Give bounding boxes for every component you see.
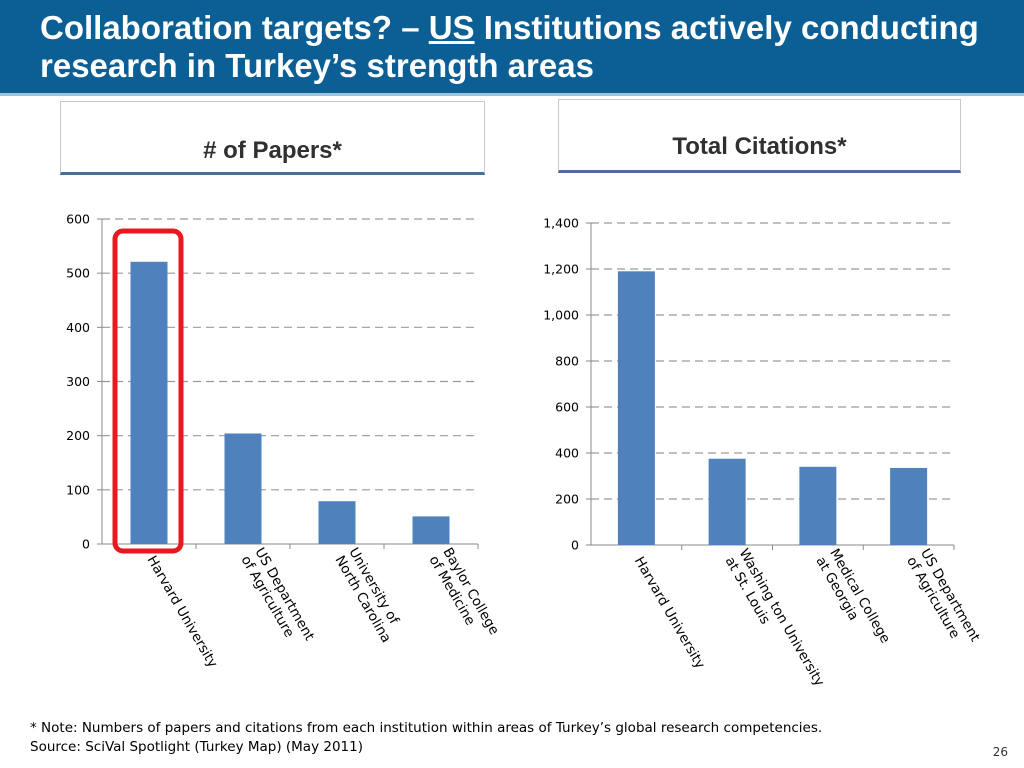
citations-ytick-label: 0	[571, 538, 579, 553]
papers-chart-title-box: # of Papers*	[60, 101, 485, 175]
title-us: US	[428, 9, 475, 46]
papers-chart-title: # of Papers*	[203, 137, 342, 164]
papers-ytick-label: 400	[66, 320, 90, 335]
papers-bar	[130, 261, 168, 544]
citations-bar	[799, 466, 837, 545]
citations-category-label: Harvard University	[631, 554, 708, 672]
papers-ytick-label: 200	[66, 428, 90, 443]
title-part2: Institutions actively conducting researc…	[40, 9, 979, 84]
papers-bar	[412, 516, 450, 544]
footnote-note: * Note: Numbers of papers and citations …	[30, 720, 823, 736]
citations-category-label: Medical Collegeat Georgia	[812, 546, 893, 654]
title-part1: Collaboration targets? –	[40, 9, 429, 46]
papers-category-label: US Departmentof Agriculture	[238, 545, 318, 651]
citations-ytick-label: 600	[555, 400, 579, 415]
citations-category-label: Washing ton Universityat St. Louis	[722, 546, 828, 697]
page-number: 26	[992, 745, 1008, 759]
papers-ytick-label: 500	[66, 266, 90, 281]
citations-ytick-label: 1,400	[543, 216, 579, 231]
papers-bar	[224, 433, 262, 544]
papers-category-label: University ofNorth Carolina	[332, 545, 409, 646]
citations-ytick-label: 1,200	[543, 262, 579, 277]
papers-ytick-label: 100	[66, 482, 90, 497]
papers-bar	[318, 501, 356, 544]
title-bar: Collaboration targets? – US Institutions…	[0, 0, 1024, 96]
papers-ytick-label: 600	[66, 212, 90, 227]
papers-category-label: Harvard University	[144, 553, 221, 671]
citations-category-label-line: Washing ton University	[736, 546, 828, 689]
citations-category-label-line: Harvard University	[631, 554, 708, 672]
citations-chart-title: Total Citations*	[672, 133, 847, 160]
citations-bar	[617, 271, 655, 545]
citations-bar	[708, 458, 746, 545]
papers-category-label: Baylor Collegeof Medicine	[426, 545, 503, 646]
papers-ytick-label: 300	[66, 374, 90, 389]
citations-ytick-label: 800	[555, 354, 579, 369]
citations-chart-title-box: Total Citations*	[558, 99, 961, 173]
papers-ytick-label: 0	[82, 537, 90, 552]
slide-title: Collaboration targets? – US Institutions…	[40, 9, 1010, 85]
citations-ytick-label: 400	[555, 446, 579, 461]
footnote: * Note: Numbers of papers and citations …	[30, 719, 822, 757]
citations-bar	[890, 467, 928, 545]
citations-category-label: US Departmentof Agriculture	[903, 546, 983, 652]
footnote-source: Source: SciVal Spotlight (Turkey Map) (M…	[30, 739, 363, 755]
citations-ytick-label: 1,000	[543, 308, 579, 323]
citations-ytick-label: 200	[555, 492, 579, 507]
highlight-box	[112, 228, 184, 554]
papers-category-label-line: Harvard University	[144, 553, 221, 671]
